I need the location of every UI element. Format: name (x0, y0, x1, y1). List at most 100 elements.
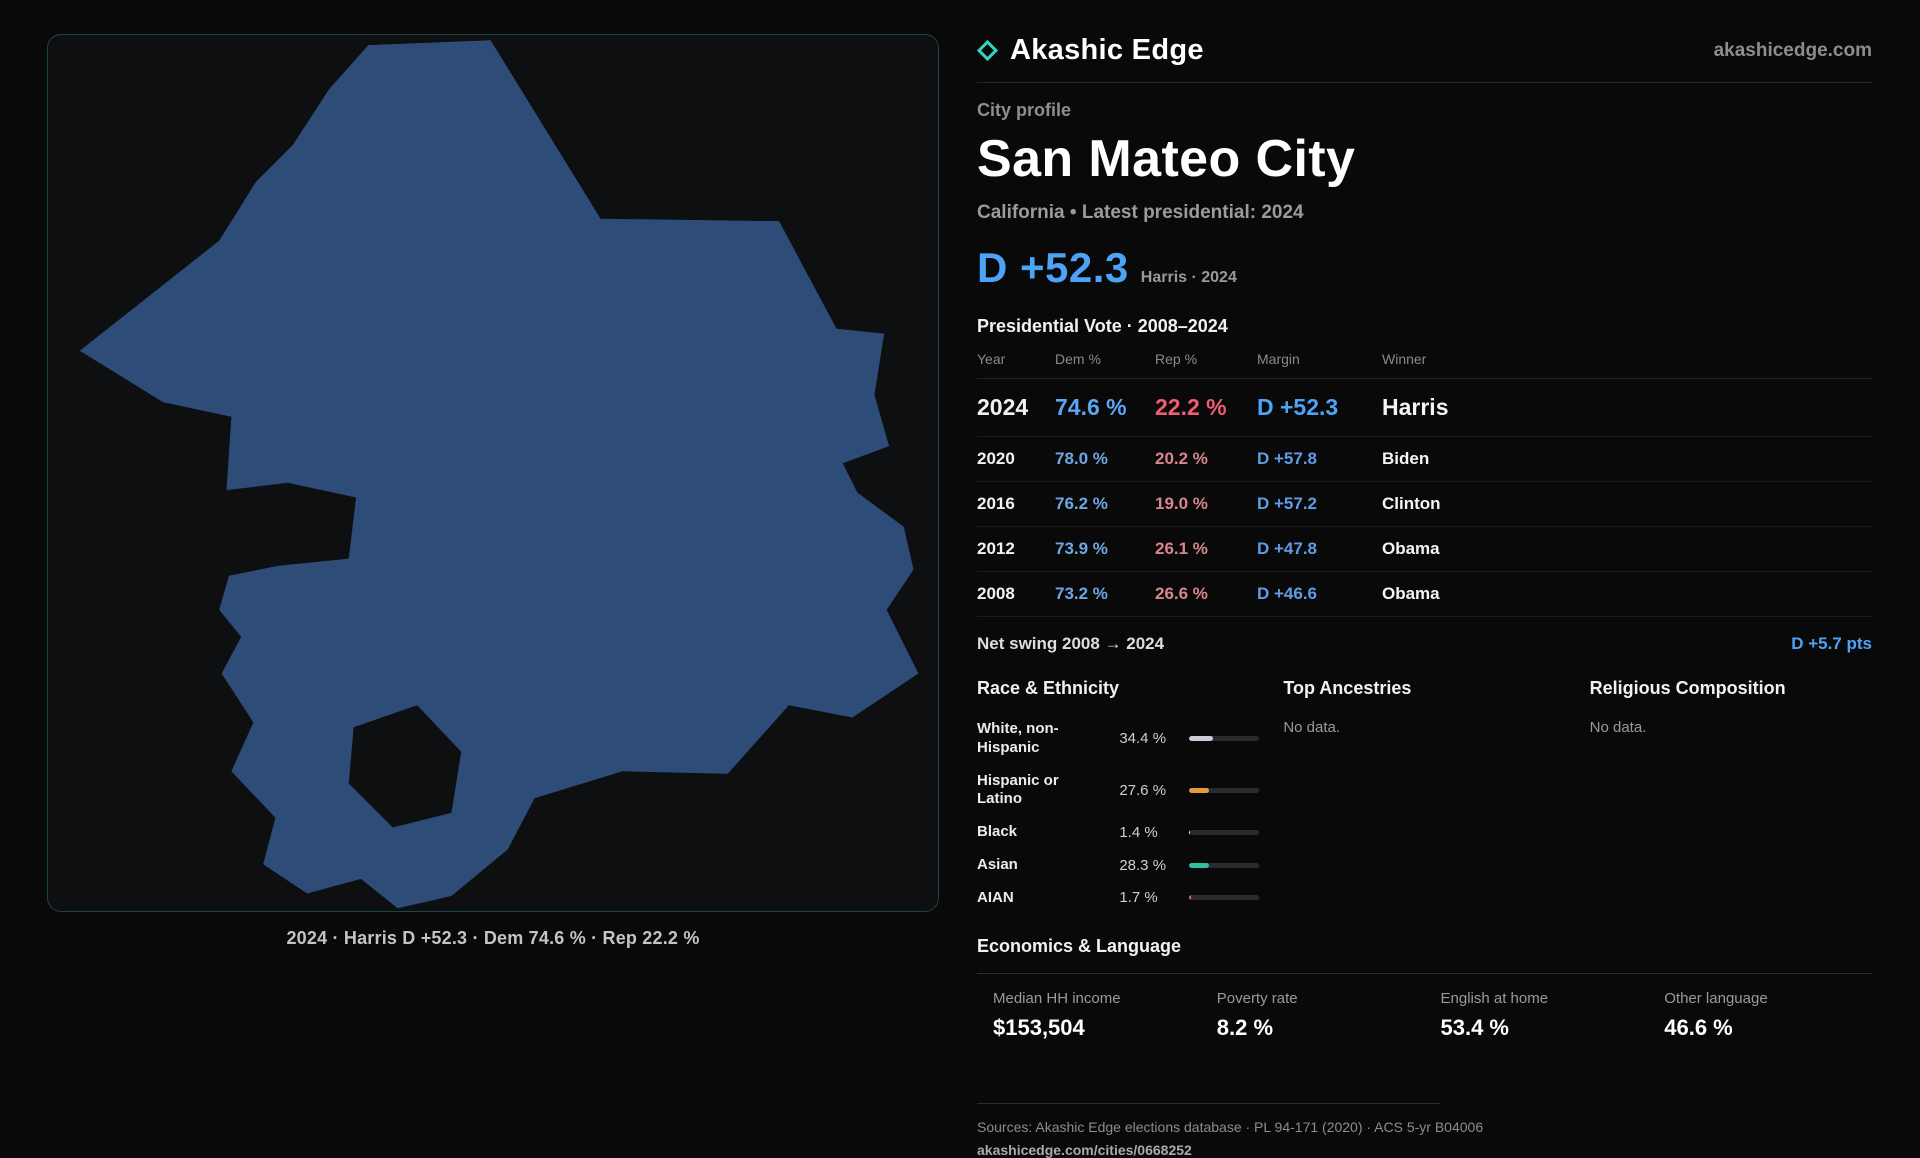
cell-winner: Obama (1382, 539, 1440, 558)
cell-year: 2020 (977, 449, 1015, 468)
table-row: 2008 73.2 % 26.6 % D +46.6 Obama (977, 572, 1872, 617)
page-title: San Mateo City (977, 130, 1356, 188)
net-swing-value: D +5.7 pts (1791, 634, 1872, 653)
list-item: Asian 28.3 % (977, 849, 1260, 882)
stat-value: $153,504 (993, 1015, 1085, 1041)
race-value: 1.7 % (1119, 889, 1158, 907)
city-boundary-map (79, 40, 919, 909)
stat-label: Other language (1664, 990, 1768, 1008)
map-caption: 2024 · Harris D +52.3 · Dem 74.6 % · Rep… (286, 928, 700, 948)
stat-value: 46.6 % (1664, 1015, 1733, 1041)
stat-english-at-home: English at home 53.4 % (1425, 974, 1649, 1041)
list-item: White, non-Hispanic 34.4 % (977, 713, 1260, 765)
table-row: 2012 73.9 % 26.1 % D +47.8 Obama (977, 527, 1872, 572)
col-year: Year (977, 351, 1006, 367)
race-bar-fill (1189, 895, 1191, 901)
list-item: AIAN 1.7 % (977, 882, 1260, 915)
cell-dem: 73.9 % (1055, 539, 1108, 558)
cell-year: 2008 (977, 584, 1015, 603)
economics-stats: Median HH income $153,504 Poverty rate 8… (977, 973, 1872, 1041)
cell-rep: 19.0 % (1155, 494, 1208, 513)
map-section: 2024 · Harris D +52.3 · Dem 74.6 % · Rep… (47, 34, 939, 1158)
col-winner: Winner (1382, 351, 1427, 367)
subtitle: California • Latest presidential: 2024 (977, 202, 1304, 223)
cell-rep: 26.6 % (1155, 584, 1208, 603)
col-margin: Margin (1257, 351, 1300, 367)
race-rows: White, non-Hispanic 34.4 % Hispanic or L… (977, 713, 1260, 915)
race-value: 28.3 % (1119, 856, 1167, 874)
race-value: 34.4 % (1119, 730, 1167, 748)
col-dem: Dem % (1055, 351, 1101, 367)
stat-value: 53.4 % (1440, 1015, 1510, 1041)
race-bar (1189, 895, 1260, 901)
cell-margin: D +52.3 (1257, 394, 1339, 420)
vote-table: Year Dem % Rep % Margin Winner 2024 74.6… (977, 351, 1872, 617)
stat-poverty-rate: Poverty rate 8.2 % (1201, 974, 1425, 1041)
headline-margin-note: Harris · 2024 (1140, 269, 1237, 286)
city-shape-polygon (79, 40, 919, 909)
cell-year: 2012 (977, 539, 1015, 558)
stat-other-language: Other language 46.6 % (1648, 974, 1872, 1041)
cell-year: 2016 (977, 494, 1015, 513)
cell-winner: Harris (1382, 394, 1449, 420)
cell-dem: 78.0 % (1055, 449, 1108, 468)
stat-label: English at home (1440, 990, 1549, 1008)
table-row: 2024 74.6 % 22.2 % D +52.3 Harris (977, 379, 1872, 437)
race-label: Asian (977, 855, 1018, 873)
cell-winner: Obama (1382, 584, 1440, 603)
cell-winner: Biden (1382, 449, 1430, 468)
cell-dem: 74.6 % (1055, 394, 1127, 420)
religion-empty: No data. (1589, 719, 1647, 736)
kicker: City profile (977, 100, 1072, 120)
brand-domain-link[interactable]: akashicedge.com (1713, 39, 1872, 61)
race-value: 27.6 % (1119, 781, 1167, 799)
race-bar (1189, 787, 1260, 793)
footer: Sources: Akashic Edge elections database… (977, 1103, 1872, 1158)
cell-dem: 73.2 % (1055, 584, 1108, 603)
profile-panel: Akashic Edge akashicedge.com City profil… (976, 34, 1872, 1158)
race-label: White, non-Hispanic (977, 720, 1059, 756)
table-row: 2020 78.0 % 20.2 % D +57.8 Biden (977, 437, 1872, 482)
stat-median-hh-income: Median HH income $153,504 (977, 974, 1201, 1041)
race-ethnicity-title: Race & Ethnicity (977, 678, 1120, 698)
cell-year: 2024 (977, 394, 1029, 420)
ancestries-title: Top Ancestries (1283, 678, 1412, 698)
race-bar (1189, 829, 1260, 835)
cell-rep: 20.2 % (1155, 449, 1208, 468)
header: Akashic Edge akashicedge.com (976, 34, 1872, 83)
vote-table-title: Presidential Vote · 2008–2024 (977, 316, 1228, 336)
race-bar (1189, 862, 1260, 868)
list-item: Black 1.4 % (977, 816, 1260, 849)
race-bar-fill (1189, 787, 1209, 793)
cell-rep: 26.1 % (1155, 539, 1208, 558)
cell-margin: D +57.2 (1257, 494, 1318, 513)
cell-rep: 22.2 % (1155, 394, 1227, 420)
headline-margin-block: D +52.3 Harris · 2024 (977, 244, 1872, 292)
city-enclave-hole (348, 705, 462, 828)
map-panel (47, 34, 939, 912)
sources-text: Sources: Akashic Edge elections database… (977, 1119, 1484, 1136)
stat-label: Poverty rate (1216, 990, 1298, 1008)
table-row: 2016 76.2 % 19.0 % D +57.2 Clinton (977, 482, 1872, 527)
stat-label: Median HH income (993, 990, 1121, 1008)
col-rep: Rep % (1155, 351, 1198, 367)
race-value: 1.4 % (1119, 823, 1158, 841)
cell-margin: D +46.6 (1257, 584, 1318, 603)
list-item: Hispanic or Latino 27.6 % (977, 765, 1260, 817)
stat-value: 8.2 % (1216, 1015, 1274, 1041)
race-ethnicity-column: Race & Ethnicity White, non-Hispanic 34.… (977, 678, 1260, 915)
religion-column: Religious Composition No data. (1590, 678, 1872, 914)
demographics-section: Race & Ethnicity White, non-Hispanic 34.… (977, 678, 1872, 914)
ancestries-empty: No data. (1283, 719, 1341, 736)
vote-table-header: Year Dem % Rep % Margin Winner (977, 351, 1872, 379)
net-swing-label: Net swing 2008 → 2024 (977, 634, 1165, 653)
cell-margin: D +47.8 (1257, 539, 1318, 558)
brand: Akashic Edge (976, 34, 1204, 67)
ancestries-column: Top Ancestries No data. (1283, 678, 1565, 914)
permalink[interactable]: akashicedge.com/cities/0668252 (977, 1142, 1192, 1158)
race-bar-fill (1189, 829, 1191, 835)
diamond-icon (976, 39, 999, 62)
cell-dem: 76.2 % (1055, 494, 1108, 513)
race-label: Hispanic or Latino (977, 771, 1059, 808)
